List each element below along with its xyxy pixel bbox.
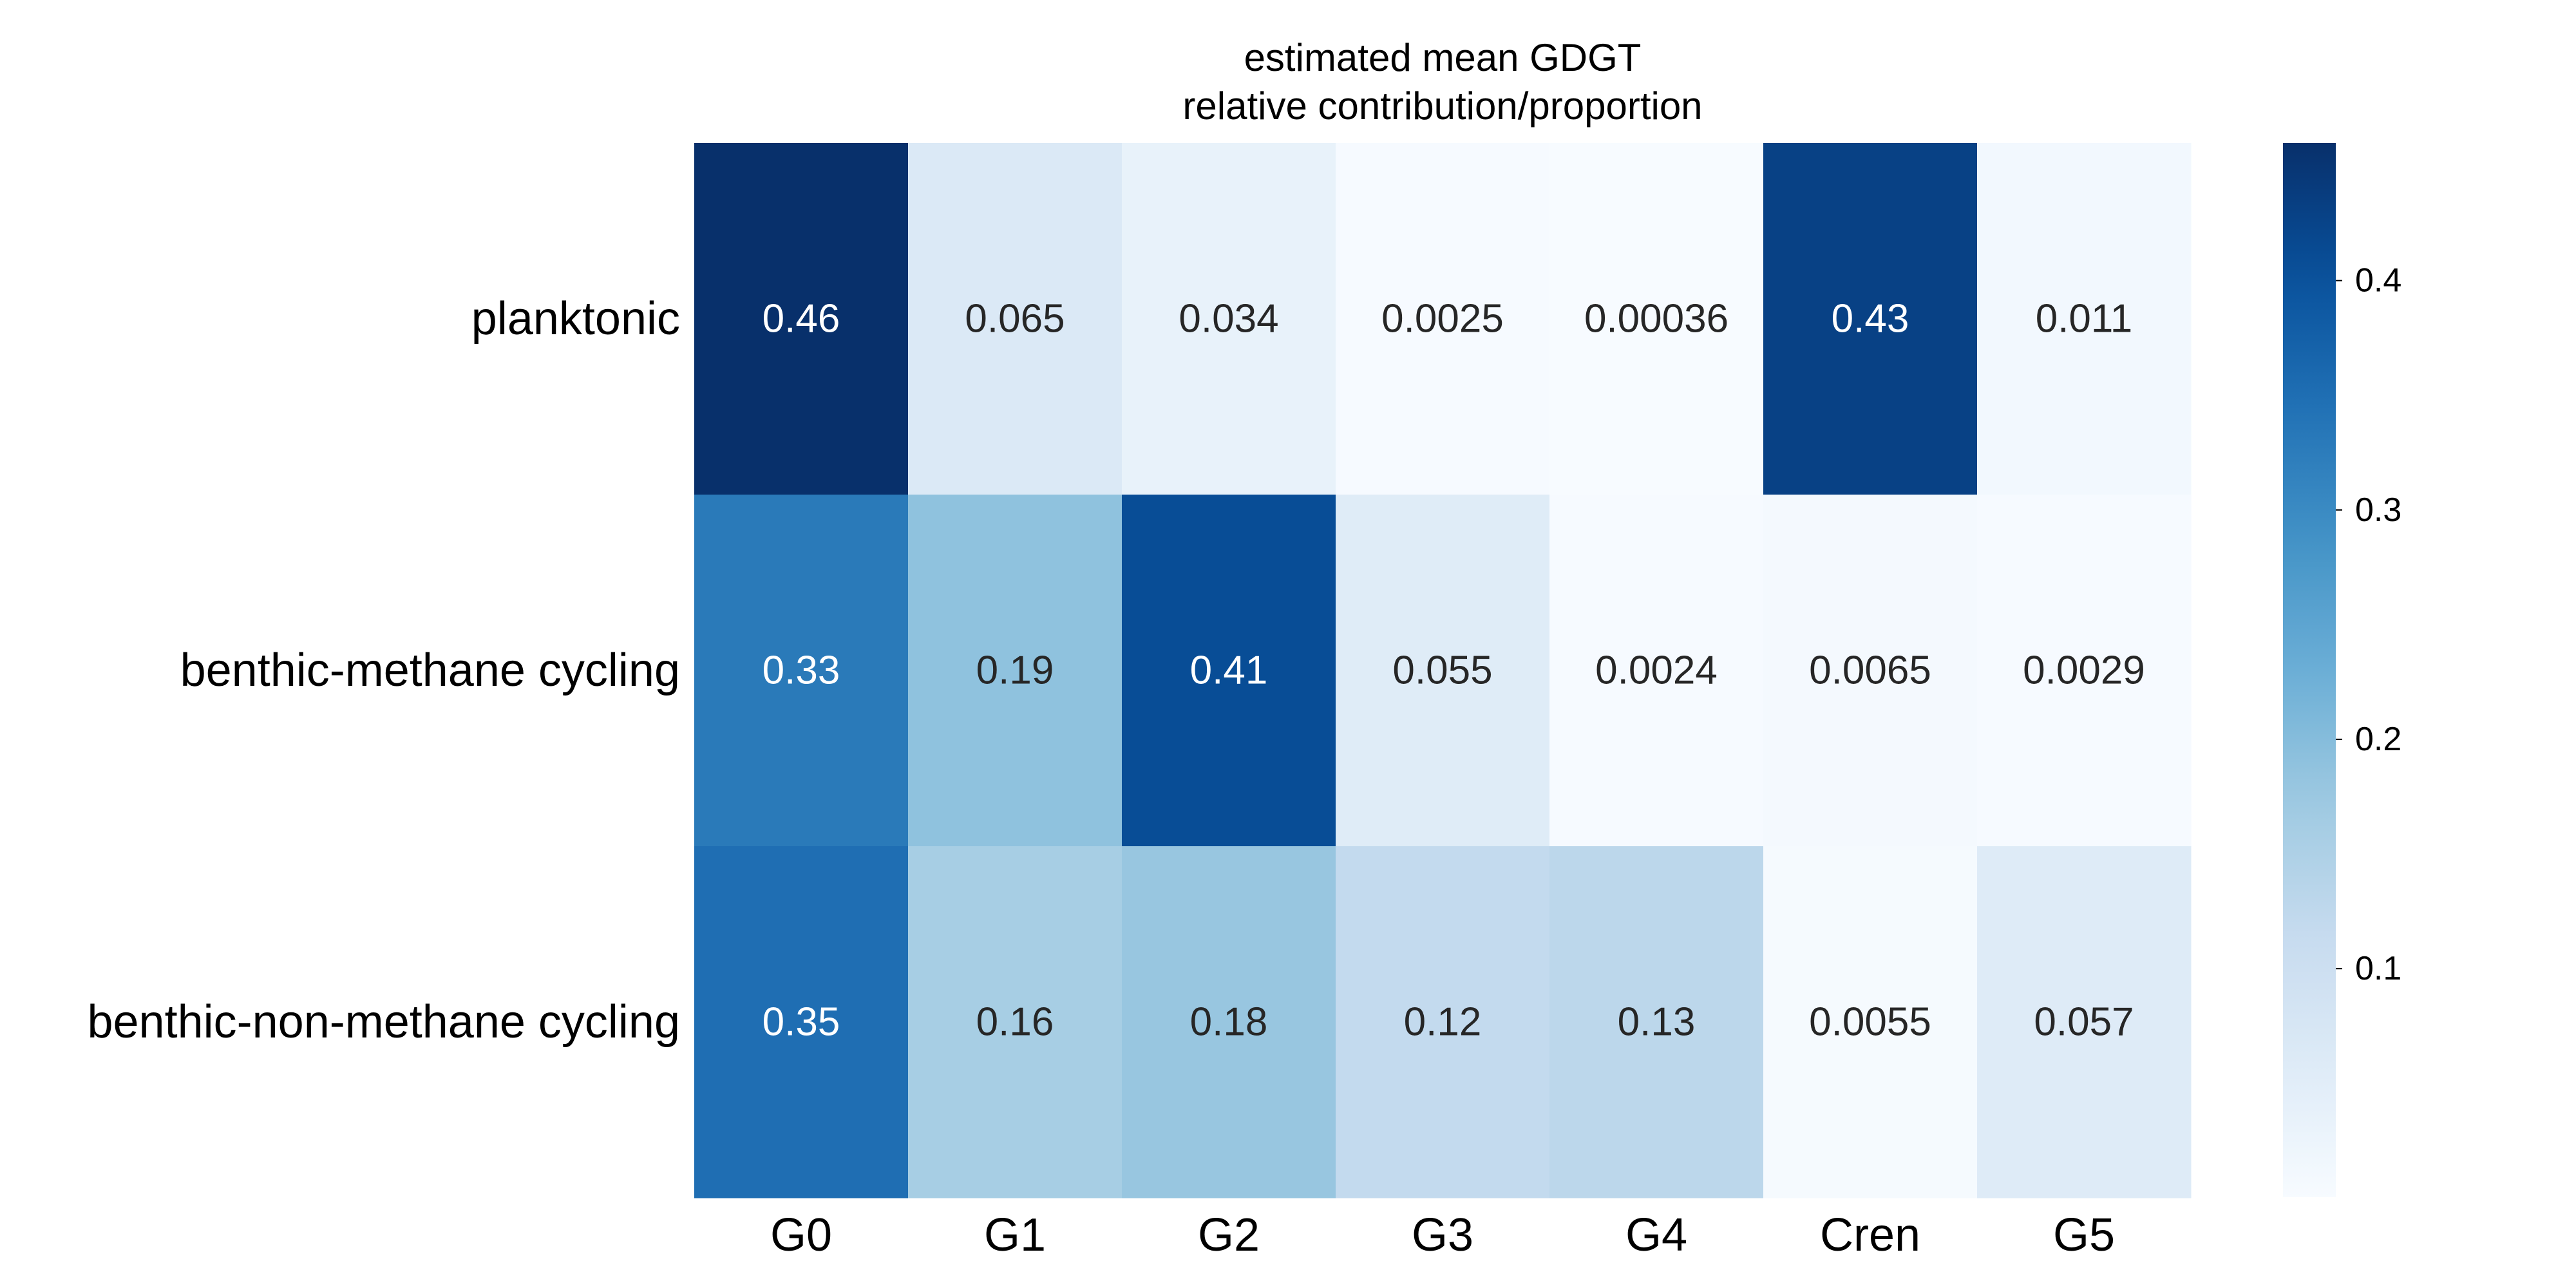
heatmap-cell — [1549, 143, 1764, 495]
row-labels: planktonic benthic-methane cycling benthic… — [87, 293, 680, 1048]
cell-value-label: 0.19 — [976, 649, 1054, 693]
heatmap-cell — [908, 846, 1122, 1198]
cell-value-label: 0.46 — [762, 297, 840, 341]
chart-title-line-1: estimated mean GDGT — [1244, 36, 1642, 79]
heatmap-cells: 0.46 0.065 0.034 0.0025 0.00036 0.43 0.011 0.33… — [694, 143, 2192, 1198]
row-label: benthic-non-methane cycling — [87, 996, 680, 1048]
column-label: G5 — [2053, 1209, 2115, 1261]
heatmap-cell — [1122, 846, 1336, 1198]
heatmap-cell — [1336, 143, 1550, 495]
cell-value-label: 0.18 — [1190, 1000, 1268, 1045]
cell-value-label: 0.43 — [1832, 297, 1909, 341]
cell-value-label: 0.16 — [976, 1000, 1054, 1045]
cell-value-label: 0.35 — [762, 1000, 840, 1045]
column-label: G4 — [1625, 1209, 1687, 1261]
cell-value-label: 0.0029 — [2023, 649, 2145, 693]
column-label: G3 — [1412, 1209, 1473, 1261]
heatmap-cell — [694, 143, 909, 495]
cell-value-label: 0.057 — [2034, 1000, 2134, 1045]
cell-value-label: 0.00036 — [1584, 297, 1728, 341]
heatmap-cell — [1977, 495, 2192, 847]
colorbar-tick-label: 0.3 — [2355, 491, 2401, 529]
cell-value-label: 0.12 — [1404, 1000, 1482, 1045]
column-label: Cren — [1820, 1209, 1920, 1261]
cell-value-label: 0.034 — [1179, 297, 1278, 341]
heatmap-cell — [694, 846, 909, 1198]
colorbar-tick-label: 0.4 — [2355, 262, 2401, 299]
cell-value-label: 0.0065 — [1809, 649, 1931, 693]
column-label: G1 — [984, 1209, 1046, 1261]
column-label: G0 — [770, 1209, 832, 1261]
colorbar-tick-label: 0.2 — [2355, 721, 2401, 758]
cell-value-label: 0.0055 — [1809, 1000, 1931, 1045]
heatmap-cell — [1336, 846, 1550, 1198]
heatmap-cell — [1977, 846, 2192, 1198]
heatmap-cell — [908, 143, 1122, 495]
chart-title: estimated mean GDGT relative contributio… — [1182, 36, 1702, 128]
heatmap-cell — [1336, 495, 1550, 847]
heatmap-cell — [1763, 495, 1978, 847]
row-label: benthic-methane cycling — [180, 645, 680, 696]
heatmap-cell — [1549, 846, 1764, 1198]
heatmap-cell — [1122, 495, 1336, 847]
column-labels: G0 G1 G2 G3 G4 Cren G5 — [770, 1209, 2115, 1261]
cell-value-label: 0.33 — [762, 649, 840, 693]
cell-value-label: 0.011 — [2036, 297, 2133, 341]
heatmap-cell — [694, 495, 909, 847]
heatmap-cell — [908, 495, 1122, 847]
heatmap-cell — [1549, 495, 1764, 847]
cell-value-label: 0.065 — [965, 297, 1065, 341]
cell-value-label: 0.41 — [1190, 649, 1268, 693]
cell-value-label: 0.13 — [1618, 1000, 1696, 1045]
cell-value-label: 0.0025 — [1381, 297, 1504, 341]
heatmap-cell — [1977, 143, 2192, 495]
column-label: G2 — [1198, 1209, 1260, 1261]
heatmap-cell — [1122, 143, 1336, 495]
row-label: planktonic — [471, 293, 680, 345]
colorbar-tick-label: 0.1 — [2355, 950, 2401, 987]
cell-value-label: 0.0024 — [1595, 649, 1718, 693]
chart-title-line-2: relative contribution/proportion — [1182, 84, 1702, 128]
colorbar: 0.1 0.2 0.3 0.4 — [2283, 143, 2401, 1197]
colorbar-ticks: 0.1 0.2 0.3 0.4 — [2336, 262, 2401, 987]
colorbar-gradient — [2283, 143, 2336, 1197]
heatmap-cell — [1763, 846, 1978, 1198]
heatmap-cell — [1763, 143, 1978, 495]
cell-value-label: 0.055 — [1392, 649, 1492, 693]
